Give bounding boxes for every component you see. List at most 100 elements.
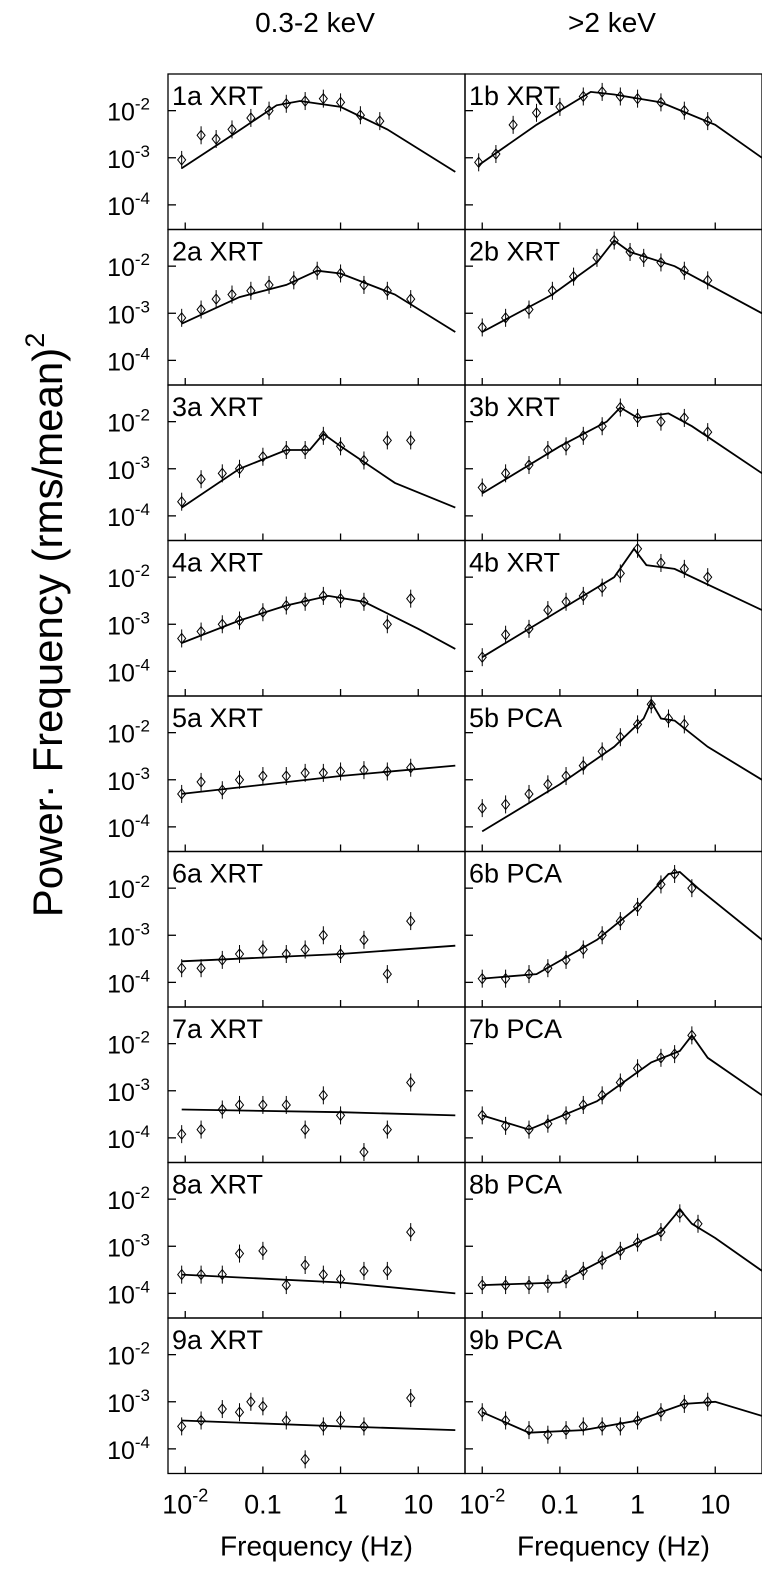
panel-9b: 9b PCA	[464, 1317, 762, 1475]
data-point	[578, 1420, 588, 1433]
data-point	[217, 618, 227, 631]
data-point	[656, 1226, 666, 1238]
data-point	[281, 948, 291, 960]
data-point	[177, 962, 187, 974]
data-point	[578, 759, 588, 772]
data-point	[687, 882, 697, 894]
panel-label: 5a XRT	[172, 703, 263, 733]
model-curve	[482, 871, 762, 980]
data-point	[335, 267, 346, 280]
panel-6a: 10-2 10-3 10-4 6a XRT	[107, 850, 466, 1008]
data-point	[524, 968, 534, 980]
x-axis-title: Frequency (Hz)	[517, 1531, 710, 1562]
data-point	[406, 592, 416, 605]
panel-8b: 8b PCA	[464, 1161, 762, 1319]
x-axis: 10-2 0.1 1 10 Frequency (Hz) 10-2 0.1 1 10 Freque…	[162, 1486, 730, 1562]
y-tick-label: 10-4	[107, 966, 150, 998]
data-point	[669, 868, 680, 880]
data-point	[281, 599, 291, 612]
y-tick-label: 10-2	[107, 717, 150, 749]
data-point	[656, 256, 666, 269]
data-point	[632, 92, 643, 105]
data-point	[679, 104, 689, 117]
data-point	[196, 129, 206, 142]
data-point	[289, 274, 299, 287]
data-point	[318, 590, 328, 602]
data-point	[632, 1062, 643, 1075]
data-point	[300, 595, 310, 608]
data-point	[382, 434, 392, 447]
data-point	[335, 96, 346, 109]
data-point	[211, 133, 221, 145]
data-point	[703, 274, 713, 287]
data-point	[382, 765, 392, 778]
panel-label: 8a XRT	[172, 1170, 263, 1200]
data-point	[258, 606, 268, 619]
data-point	[561, 1109, 571, 1122]
model-curve	[481, 406, 762, 495]
data-point	[663, 712, 674, 725]
data-point	[615, 1076, 625, 1089]
data-point	[406, 761, 416, 774]
data-point	[359, 1265, 369, 1277]
data-point	[524, 1424, 534, 1436]
data-point	[477, 1109, 487, 1122]
data-point	[597, 1420, 607, 1433]
data-point	[597, 1254, 607, 1267]
data-point	[234, 948, 245, 960]
data-point	[578, 430, 588, 442]
data-point	[211, 293, 221, 305]
data-point	[639, 252, 649, 264]
data-point	[561, 595, 571, 608]
y-tick-label: 10-3	[107, 453, 150, 485]
x-tick-label: 10	[403, 1490, 433, 1520]
data-point	[578, 90, 588, 103]
data-point	[703, 426, 713, 438]
panel-label: 2b XRT	[469, 237, 560, 267]
data-point	[359, 595, 369, 608]
data-point	[543, 604, 553, 616]
data-point	[359, 934, 369, 946]
panel-label: 7b PCA	[469, 1014, 562, 1044]
data-point	[217, 1103, 227, 1116]
y-axis-title-sup: 2	[20, 333, 50, 348]
data-point	[632, 1236, 643, 1249]
data-point	[196, 473, 206, 486]
data-point	[335, 440, 346, 453]
data-point	[679, 1398, 689, 1410]
svg-text:Power· Frequency (rms/mean)2: Power· Frequency (rms/mean)2	[20, 333, 71, 918]
panel-label: 6b PCA	[469, 859, 562, 889]
data-point	[234, 1406, 245, 1419]
data-point	[359, 1146, 369, 1158]
data-point	[227, 288, 237, 301]
y-tick-label: 10-4	[107, 655, 150, 687]
y-tick-label: 10-3	[107, 1075, 150, 1107]
panel-label: 1a XRT	[172, 81, 263, 111]
data-point	[382, 1123, 392, 1136]
data-point	[406, 1392, 416, 1404]
data-point	[406, 1076, 416, 1089]
data-point	[561, 1424, 571, 1436]
data-point	[406, 915, 416, 927]
panel-9a: 10-2 10-3 10-4 9a XRT	[107, 1317, 466, 1475]
data-point	[500, 798, 511, 811]
data-point	[217, 784, 227, 797]
x-tick-label: 1	[630, 1490, 645, 1520]
data-point	[196, 303, 206, 316]
data-point	[578, 943, 588, 956]
y-tick-label: 10-2	[107, 872, 150, 904]
data-point	[318, 767, 328, 779]
data-point	[196, 1123, 206, 1136]
data-point	[500, 1120, 511, 1132]
data-point	[656, 96, 666, 109]
panel-label: 3a XRT	[172, 392, 263, 422]
data-point	[656, 415, 666, 428]
data-point	[615, 401, 625, 414]
data-point	[246, 112, 256, 124]
data-point	[177, 312, 187, 324]
data-point	[300, 444, 310, 456]
data-point	[531, 107, 542, 119]
y-tick-label: 10-3	[107, 297, 150, 329]
data-point	[406, 1226, 416, 1238]
panel-grid: 10-2 10-3 10-4 1a XRT 1b XRT 10-2 10-3 10-4 2a X…	[107, 73, 762, 1475]
